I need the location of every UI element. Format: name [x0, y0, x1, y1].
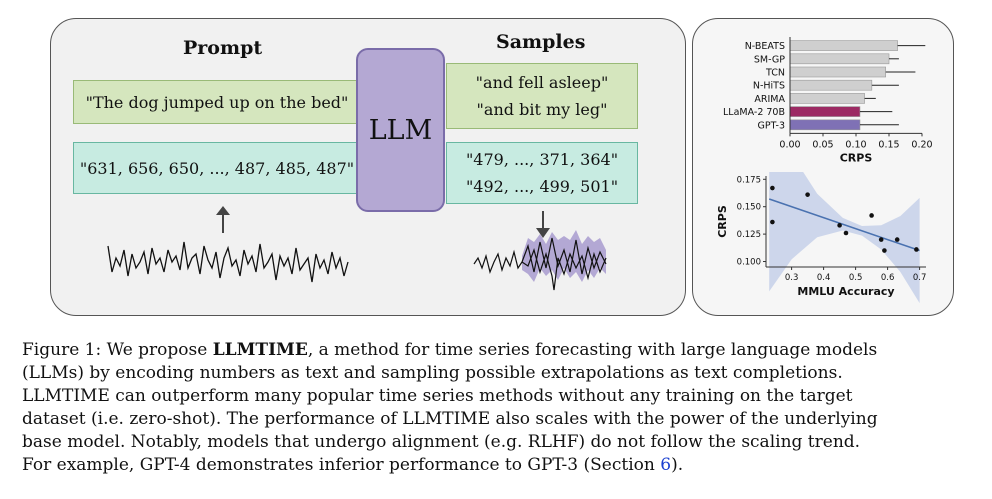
section-link[interactable]: 6: [660, 455, 672, 475]
caption-line-1-rest: , a method for time series forecasting w…: [307, 340, 878, 360]
x-axis-title: CRPS: [840, 151, 873, 164]
scatter-point: [914, 247, 919, 252]
scatter-point: [837, 223, 842, 228]
x-tick-label: 0.3: [785, 273, 799, 283]
y-axis-title: CRPS: [716, 205, 729, 238]
caption-line-4: dataset (i.e. zero-shot). The performanc…: [22, 409, 878, 429]
down-arrow-icon: [536, 211, 550, 238]
samples-numbers-box: "479, ..., 371, 364" "492, ..., 499, 501…: [446, 142, 638, 204]
x-tick-label: 0.5: [849, 273, 863, 283]
x-tick-label: 0.6: [881, 273, 895, 283]
x-tick-label: 0.20: [911, 139, 932, 150]
x-tick-label: 0.7: [913, 273, 927, 283]
mmlu-crps-scatter-chart: 0.100 0.125 0.150 0.175 0.3 0.4 0.5 0.6 0.7 MMLU …: [716, 172, 927, 304]
up-arrow-icon: [216, 206, 230, 233]
y-tick-label: 0.100: [737, 258, 761, 268]
scatter-point: [843, 230, 849, 236]
bar: [789, 93, 865, 104]
caption-line-6-post: ).: [671, 455, 684, 475]
scatter-point: [805, 192, 810, 197]
bar-label: TCN: [765, 68, 785, 79]
y-tick-label: 0.175: [737, 175, 761, 185]
samples-text-box: "and fell asleep" "and bit my leg": [446, 63, 638, 129]
bar: [789, 53, 890, 65]
x-tick-label: 0.00: [779, 139, 800, 150]
bar-label: SM-GP: [754, 54, 785, 65]
bar-label: N-HiTS: [753, 81, 785, 92]
sample-numbers-2: "492, ..., 499, 501": [465, 177, 619, 196]
crps-bar-chart: N-BEATS SM-GP TCN N-HiTS ARIMA LLaMA-2 70B GPT…: [723, 37, 933, 164]
caption-line-3: LLMTIME can outperform many popular time…: [22, 386, 853, 406]
sample-numbers-1: "479, ..., 371, 364": [465, 150, 619, 169]
caption-line-6: For example, GPT-4 demonstrates inferior…: [22, 454, 972, 477]
caption-line-5: base model. Notably, models that undergo…: [22, 432, 861, 452]
confidence-band: [769, 172, 920, 304]
caption-line-1: Figure 1: We propose LLMTIME, a method f…: [22, 339, 972, 362]
input-time-series: [107, 241, 349, 283]
y-tick-label: 0.150: [737, 203, 761, 213]
y-tick-label: 0.125: [737, 230, 761, 240]
prompt-numbers-box: "631, 656, 650, ..., 487, 485, 487": [73, 142, 361, 194]
llm-label: LLM: [368, 114, 433, 146]
x-tick-label: 0.4: [817, 273, 831, 283]
sample-text-2: "and bit my leg": [476, 100, 608, 119]
bar: [789, 66, 886, 78]
x-tick-label: 0.15: [878, 139, 899, 150]
prompt-text-box: "The dog jumped up on the bed": [73, 80, 361, 124]
bar: [789, 79, 873, 91]
x-axis-title: MMLU Accuracy: [797, 285, 894, 298]
bar-label: ARIMA: [754, 94, 785, 105]
caption-line-6-pre: For example, GPT-4 demonstrates inferior…: [22, 455, 661, 475]
caption-method-name: LLMTIME: [212, 340, 308, 360]
bar-label: LLaMA-2 70B: [723, 107, 785, 118]
scatter-point: [869, 213, 874, 218]
scatter-point: [894, 237, 900, 242]
bar: [789, 40, 898, 51]
bar: [789, 106, 861, 117]
scatter-point: [770, 185, 775, 191]
x-tick-label: 0.05: [812, 139, 833, 150]
samples-heading: Samples: [496, 31, 586, 53]
prompt-heading: Prompt: [183, 37, 263, 59]
scatter-point: [878, 237, 884, 242]
llm-block: LLM: [356, 48, 445, 212]
regression-line: [768, 198, 920, 252]
sample-text-1: "and fell asleep": [475, 73, 609, 92]
bar-label: N-BEATS: [745, 41, 785, 52]
bar: [789, 119, 861, 131]
scatter-point: [770, 219, 775, 225]
scatter-point: [882, 248, 887, 253]
caption-fig-label: Figure 1: We propose: [22, 340, 213, 360]
caption-line-2: (LLMs) by encoding numbers as text and s…: [22, 363, 843, 383]
figure-caption: Figure 1: We propose LLMTIME, a method f…: [22, 339, 972, 477]
forecast-samples: [473, 230, 607, 291]
x-tick-label: 0.10: [845, 139, 866, 150]
prompt-text: "The dog jumped up on the bed": [85, 92, 349, 112]
prompt-numbers: "631, 656, 650, ..., 487, 485, 487": [79, 158, 355, 178]
bar-label: GPT-3: [758, 120, 786, 131]
